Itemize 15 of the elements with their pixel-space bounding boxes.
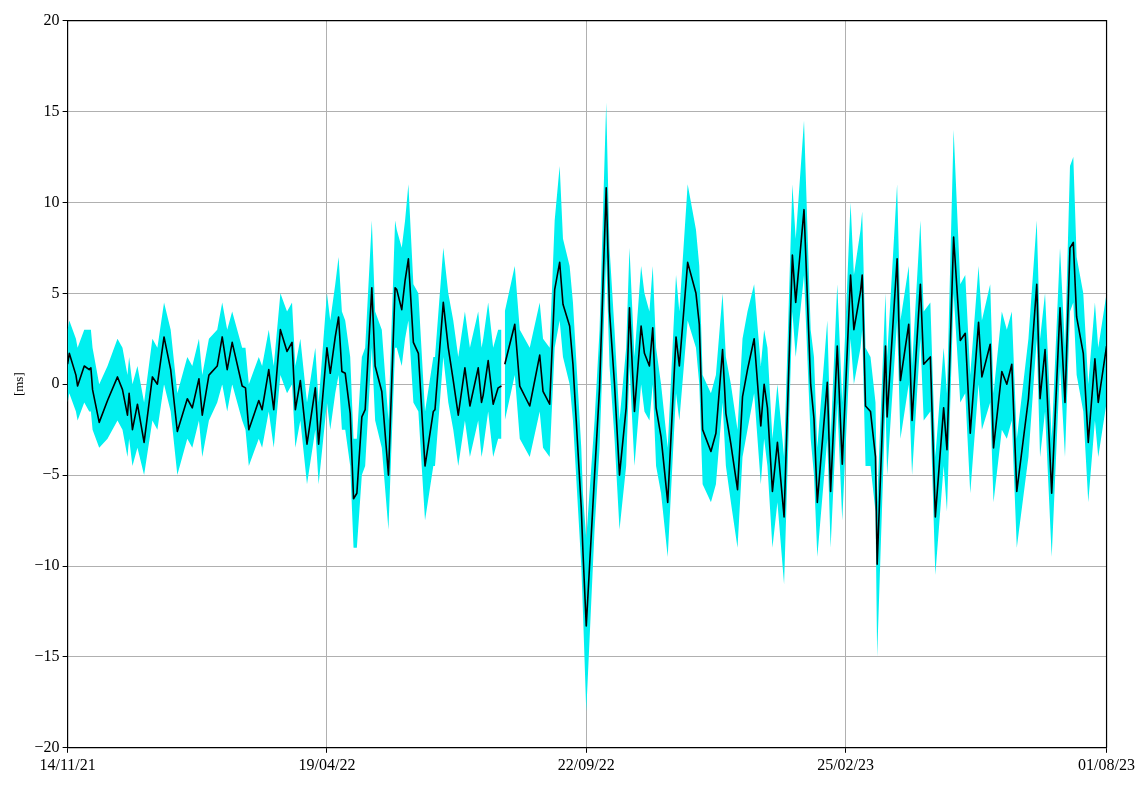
x-tick-label: 19/04/22	[298, 755, 356, 773]
y-tick-label: −5	[42, 465, 60, 483]
x-tick-label: 25/02/23	[817, 755, 875, 773]
y-tick-label: 5	[51, 283, 60, 301]
y-tick-label: −20	[34, 738, 60, 755]
x-tick-label: 01/08/23	[1078, 755, 1135, 773]
x-tick-label: 14/11/21	[39, 755, 96, 773]
y-tick-label: 0	[51, 374, 60, 392]
y-tick-label: −10	[34, 556, 60, 574]
y-tick-label: 20	[43, 10, 60, 28]
y-axis-title: [ms]	[11, 372, 27, 397]
y-tick-label: 10	[43, 192, 60, 210]
y-tick-label: −15	[34, 647, 60, 665]
y-tick-label: 15	[43, 101, 60, 119]
x-tick-label: 22/09/22	[557, 755, 615, 773]
